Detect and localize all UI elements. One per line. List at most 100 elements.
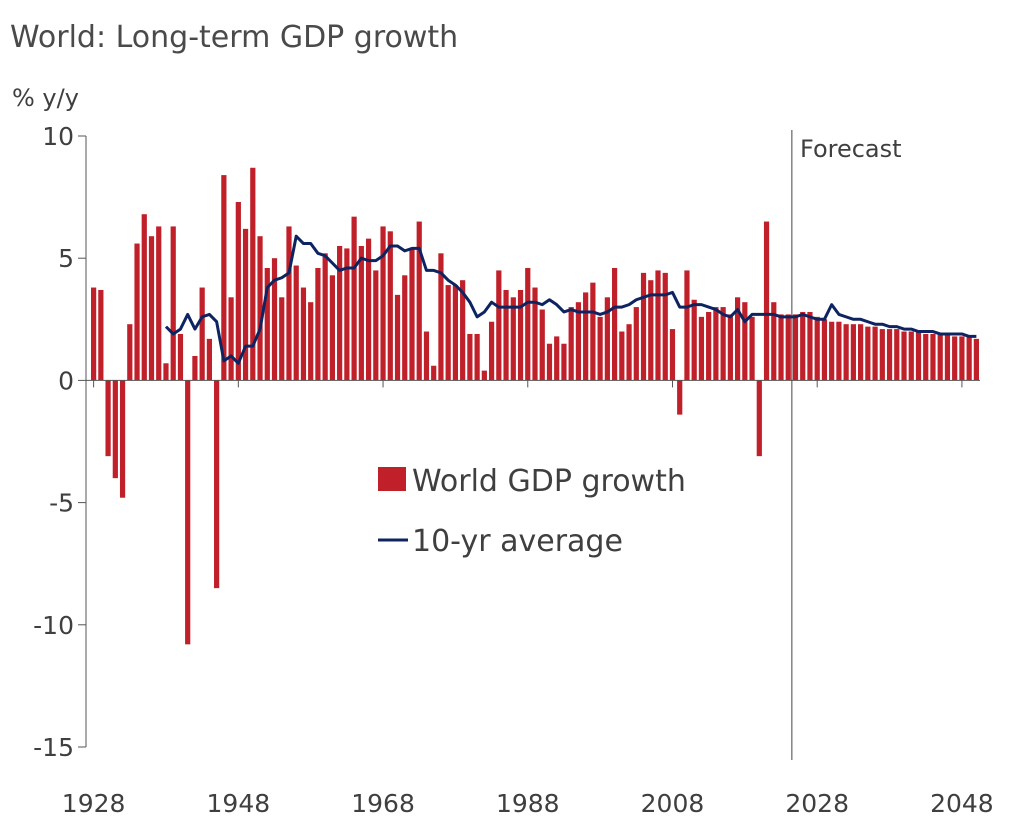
bar-2050: [973, 338, 979, 381]
bar-2005: [648, 280, 654, 381]
bar-1974: [423, 331, 430, 381]
bar-1936: [148, 236, 155, 381]
bar-2036: [872, 326, 878, 381]
bar-2038: [886, 329, 893, 381]
legend-label-line: 10-yr average: [412, 524, 623, 559]
bar-2003: [633, 307, 639, 381]
bar-1947: [228, 297, 234, 381]
bar-1961: [329, 275, 335, 381]
bar-2010: [684, 270, 690, 381]
bar-2048: [959, 336, 965, 381]
line-layer: [164, 234, 977, 365]
bar-2042: [915, 331, 922, 381]
bar-2028: [814, 316, 820, 381]
bars-layer: [91, 167, 979, 645]
forecast-annotation: Forecast: [800, 135, 902, 163]
bar-1928: [91, 287, 97, 381]
bar-2016: [727, 314, 733, 381]
bar-1948: [235, 201, 241, 381]
bar-1999: [604, 297, 610, 381]
bar-2032: [843, 324, 849, 381]
bar-1990: [539, 309, 545, 381]
bar-1977: [445, 285, 451, 381]
bar-1993: [561, 343, 567, 381]
bar-2027: [807, 311, 813, 381]
bar-1997: [590, 282, 596, 381]
bar-1940: [177, 333, 184, 381]
bar-2020: [756, 380, 762, 457]
bar-1987: [517, 289, 524, 381]
series-line-10yr-average: [164, 234, 977, 365]
y-tick-label--15: -15: [33, 733, 74, 762]
legend-swatch-bars: [378, 467, 406, 491]
bar-1965: [358, 245, 364, 381]
x-tick-label-2028: 2028: [785, 789, 849, 818]
bar-2001: [619, 331, 625, 381]
bar-1983: [488, 321, 495, 381]
bar-1972: [409, 248, 415, 381]
y-tick-label-10: 10: [42, 122, 74, 151]
bar-2011: [691, 299, 697, 381]
bar-2012: [698, 316, 705, 381]
bar-2006: [655, 270, 661, 381]
bar-1938: [163, 363, 169, 381]
bar-2034: [858, 324, 864, 381]
bar-1934: [134, 243, 140, 381]
bar-1946: [221, 175, 227, 381]
bar-1955: [286, 226, 292, 381]
bar-1994: [568, 307, 574, 381]
bar-2040: [901, 331, 907, 381]
bar-1958: [308, 302, 314, 381]
bar-1943: [199, 287, 205, 381]
bar-1969: [387, 231, 393, 381]
bar-1960: [322, 253, 328, 381]
bar-1975: [431, 365, 437, 381]
bar-2021: [763, 221, 770, 381]
bar-1995: [575, 302, 582, 381]
bar-1959: [315, 267, 321, 381]
bar-2019: [749, 316, 755, 381]
x-tick-label-2008: 2008: [641, 789, 705, 818]
legend: World GDP growth 10-yr average: [378, 464, 686, 559]
bar-1992: [554, 336, 560, 381]
bar-1964: [351, 216, 357, 381]
bar-2044: [930, 333, 936, 381]
bar-2015: [720, 307, 726, 381]
bar-1971: [402, 275, 408, 381]
bar-1978: [452, 285, 459, 381]
bar-1941: [185, 380, 191, 645]
bar-1962: [337, 245, 343, 381]
bar-1937: [156, 226, 162, 381]
bar-2039: [894, 329, 900, 381]
bar-2008: [669, 329, 676, 381]
y-tick-label-0: 0: [58, 366, 74, 395]
bar-1984: [496, 270, 502, 381]
bar-1982: [481, 370, 487, 381]
bar-1945: [214, 380, 220, 589]
bar-1976: [438, 253, 444, 381]
bar-1981: [474, 333, 480, 381]
bar-1968: [380, 226, 386, 381]
bar-1931: [112, 380, 118, 479]
x-tick-label-1948: 1948: [207, 789, 271, 818]
bar-2037: [879, 329, 885, 381]
bar-2013: [706, 311, 712, 381]
bar-2009: [677, 380, 683, 415]
bar-2018: [742, 302, 748, 381]
bar-1935: [141, 214, 147, 381]
bar-1985: [503, 289, 509, 381]
bar-2046: [944, 333, 951, 381]
x-tick-label-1988: 1988: [496, 789, 560, 818]
bar-1930: [105, 380, 111, 457]
axes-layer: [78, 130, 980, 760]
bar-1952: [264, 267, 270, 381]
chart-title: World: Long-term GDP growth: [10, 20, 459, 55]
bar-2014: [713, 307, 719, 381]
bar-2023: [778, 314, 784, 381]
x-tick-label-1968: 1968: [351, 789, 415, 818]
bar-1963: [344, 248, 350, 381]
bar-2045: [937, 333, 943, 381]
bar-1967: [373, 270, 379, 381]
bar-2030: [829, 321, 835, 381]
